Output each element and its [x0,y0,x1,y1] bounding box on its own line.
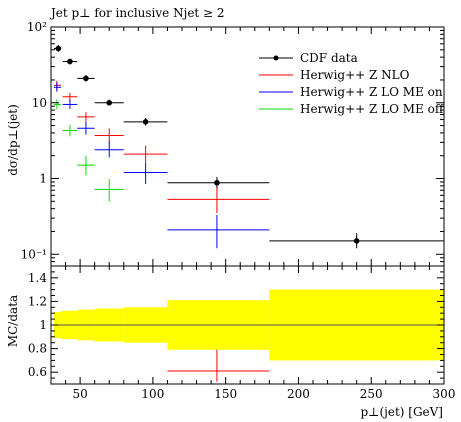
series-0 [53,44,444,249]
top-y-tick-label: 1 [39,172,47,186]
series-0-point-5 [214,179,220,186]
y-axis-label-top: dσ/dp⊥(jet) [6,104,20,176]
series-layer [53,44,444,382]
axis-ticks: 50 100 150 200 250 300 10⁻¹ 1 10 10² 0.6 0.8 1 1.2 1.4 [21,20,456,401]
x-tick-label: 150 [214,387,237,401]
y-axis-label-ratio: MC/data [6,295,20,347]
ratio-y-tick-label: 0.8 [28,342,47,356]
chart-title: Jet p⊥ for inclusive Njet ≥ 2 [49,6,225,20]
ratio-y-tick-label: 0.6 [28,365,47,379]
series-0-point-2 [83,75,89,82]
legend-label-2: Herwig++ Z LO ME on [300,85,443,99]
legend-marker-0 [273,55,279,61]
x-tick-label: 100 [141,387,164,401]
series-1 [53,80,270,214]
top-y-tick-label: 10² [27,20,47,34]
x-axis-label: p⊥(jet) [GeV] [360,405,443,419]
x-tick-label: 50 [72,387,87,401]
legend-label-3: Herwig++ Z LO ME off [300,102,445,116]
x-tick-label: 300 [433,387,456,401]
series-0-point-1 [67,58,73,65]
series-0-point-6 [353,238,360,244]
series-0-point-3 [106,99,113,106]
top-y-tick-label: 10⁻¹ [21,247,47,261]
top-y-tick-label: 10 [32,96,47,110]
legend-label-1: Herwig++ Z NLO [300,68,410,82]
ratio-y-tick-label: 1.4 [28,271,47,285]
series-0-point-0 [55,45,62,52]
series-0-point-4 [142,119,149,125]
ratio-y-tick-label: 1 [39,318,47,332]
ratio-y-tick-label: 1.2 [28,294,47,308]
series-2 [53,82,270,249]
ratio-band-layer [51,289,444,361]
series-3 [53,99,124,202]
x-tick-label: 250 [360,387,383,401]
ratio-series-0 [167,349,270,382]
legend-label-0: CDF data [300,51,358,65]
legend: CDF data Herwig++ Z NLO Herwig++ Z LO ME o… [259,51,445,116]
x-tick-label: 200 [287,387,310,401]
